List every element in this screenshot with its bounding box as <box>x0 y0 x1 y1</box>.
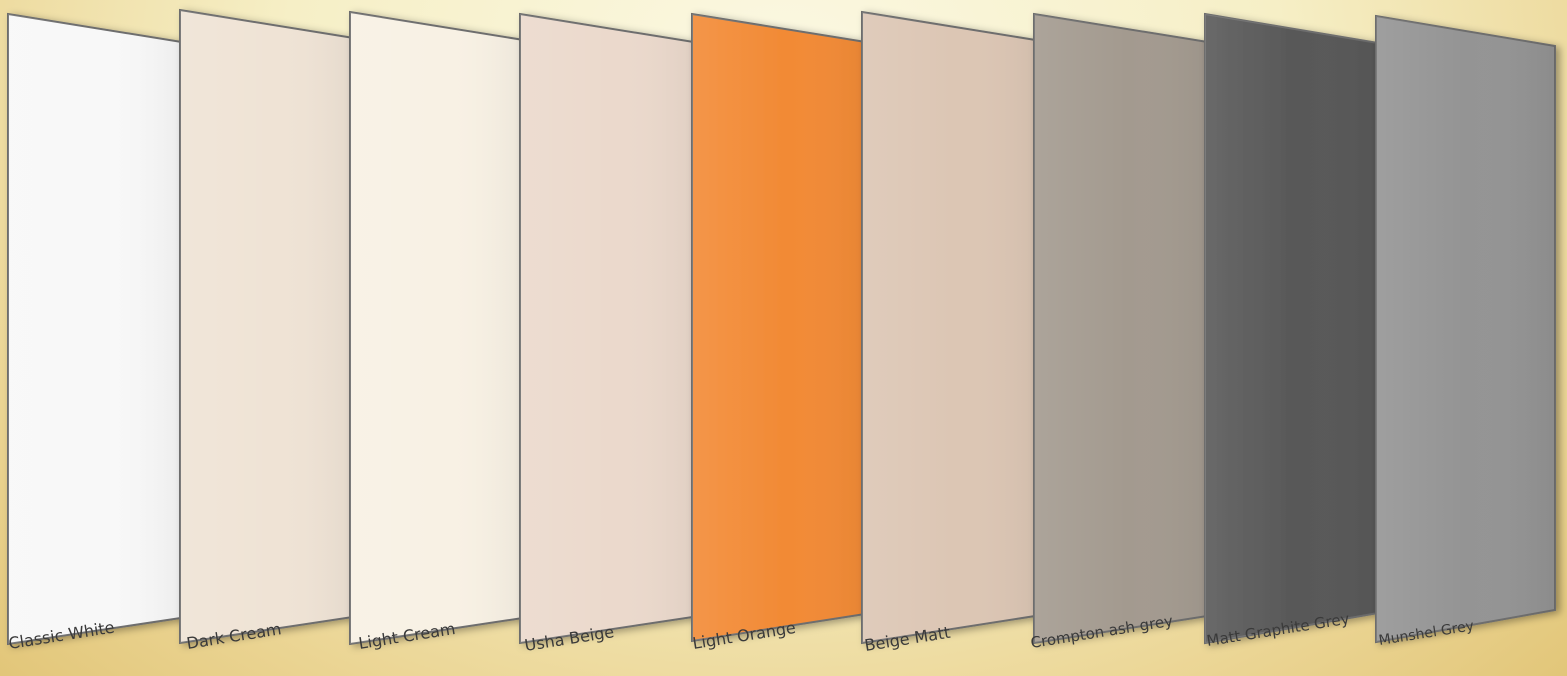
swatch-sheen <box>1376 16 1555 642</box>
swatch-sheen <box>350 12 536 644</box>
swatch-sheen <box>862 12 1048 643</box>
swatch-panel-usha-beige[interactable] <box>519 12 707 645</box>
swatch-panel-matt-graphite-grey[interactable] <box>1204 12 1385 645</box>
swatch-sheen <box>692 14 878 641</box>
swatch-panel-light-orange[interactable] <box>691 12 879 643</box>
swatch-sheen <box>180 10 366 643</box>
swatch-sheen <box>1205 14 1384 643</box>
swatch-panel-dark-cream[interactable] <box>179 8 367 645</box>
swatch-panel-crompton-ash-grey[interactable] <box>1033 12 1221 645</box>
swatch-sheen <box>1034 14 1220 643</box>
swatch-sheen <box>520 14 706 643</box>
swatch-sheen <box>8 14 194 644</box>
swatch-panel-beige-matt[interactable] <box>861 10 1049 645</box>
swatch-panel-light-cream[interactable] <box>349 10 537 646</box>
swatch-panel-classic-white[interactable] <box>7 12 195 646</box>
swatch-panel-munshel-grey[interactable] <box>1375 14 1556 644</box>
